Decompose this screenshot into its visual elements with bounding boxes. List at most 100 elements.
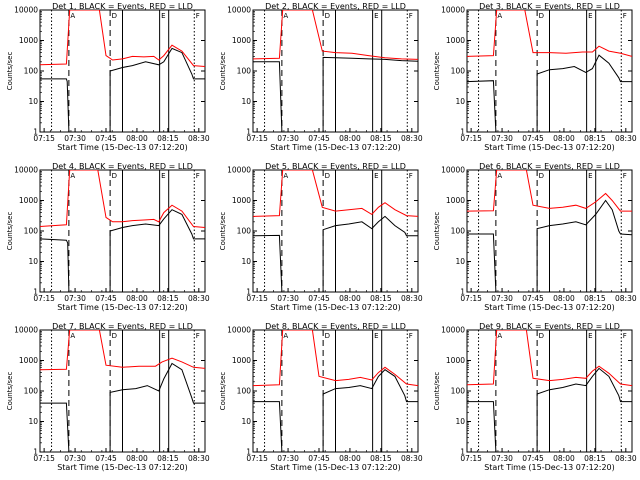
panel-det-7: A D E F 1 10 100 1000 10000 07:15 07:30 07:45 08:00 0…: [6, 322, 210, 472]
y-tick-label: 10: [241, 257, 251, 266]
y-tick-label: 1000: [446, 36, 465, 45]
series-lld-line: [467, 170, 632, 212]
x-tick-label: 07:15: [246, 454, 268, 463]
marker-label-f: F: [196, 332, 200, 340]
marker-label-d: D: [112, 332, 117, 340]
panel-title: Det 3, BLACK = Events, RED = LLD: [479, 2, 620, 11]
panel-det-3: A D E F 1 10 100 1000 10000 07:15 07:30 07:45 08:00 0…: [433, 2, 637, 152]
marker-label-f: F: [623, 172, 627, 180]
marker-label-a: A: [497, 172, 502, 180]
y-axis-label: Counts/sec: [219, 52, 227, 91]
marker-label-f: F: [409, 172, 413, 180]
y-tick-label: 100: [451, 227, 466, 236]
series-events-line: [40, 362, 205, 452]
marker-label-a: A: [70, 12, 75, 20]
y-tick-label: 1000: [446, 356, 465, 365]
y-tick-label: 100: [24, 387, 39, 396]
marker-label-d: D: [325, 332, 330, 340]
x-tick-label: 07:30: [64, 454, 86, 463]
panel-title: Det 5, BLACK = Events, RED = LLD: [265, 162, 406, 171]
y-tick-label: 10000: [14, 326, 38, 335]
x-tick-label: 08:15: [370, 134, 392, 143]
y-tick-label: 100: [237, 387, 252, 396]
series-events-line: [40, 209, 205, 292]
y-tick-label: 10: [455, 257, 465, 266]
marker-label-e: E: [588, 172, 592, 180]
y-tick-label: 100: [451, 387, 466, 396]
series-events-line: [467, 199, 632, 292]
series-events-line: [253, 56, 418, 132]
y-tick-label: 10000: [14, 6, 38, 15]
y-tick-label: 100: [237, 67, 252, 76]
x-tick-label: 08:30: [615, 294, 637, 303]
x-tick-label: 08:30: [615, 134, 637, 143]
series-lld-line: [40, 330, 205, 371]
x-tick-label: 08:30: [401, 134, 423, 143]
x-tick-label: 07:30: [277, 134, 299, 143]
x-tick-label: 07:30: [491, 294, 513, 303]
x-tick-label: 08:15: [584, 134, 606, 143]
y-tick-label: 10: [455, 97, 465, 106]
marker-label-d: D: [539, 12, 544, 20]
marker-label-e: E: [588, 12, 592, 20]
y-axis-label: Counts/sec: [6, 212, 14, 251]
panel-title: Det 8, BLACK = Events, RED = LLD: [265, 322, 406, 331]
y-tick-label: 10000: [441, 326, 465, 335]
panel-title: Det 9, BLACK = Events, RED = LLD: [479, 322, 620, 331]
y-tick-label: 1: [246, 128, 251, 137]
x-axis-label: Start Time (15-Dec-13 07:12:20): [57, 463, 188, 472]
x-axis-label: Start Time (15-Dec-13 07:12:20): [484, 463, 615, 472]
marker-label-a: A: [283, 332, 288, 340]
x-tick-label: 07:45: [308, 134, 330, 143]
y-tick-label: 1000: [232, 196, 251, 205]
y-tick-label: 100: [237, 227, 252, 236]
series-lld-line: [40, 170, 205, 228]
x-tick-label: 08:15: [370, 454, 392, 463]
x-tick-label: 07:45: [308, 294, 330, 303]
panel-title: Det 2, BLACK = Events, RED = LLD: [265, 2, 406, 11]
x-tick-label: 07:45: [95, 294, 117, 303]
y-tick-label: 100: [24, 67, 39, 76]
x-tick-label: 08:00: [553, 134, 575, 143]
marker-label-e: E: [374, 12, 378, 20]
marker-label-a: A: [497, 12, 502, 20]
marker-label-e: E: [588, 332, 592, 340]
x-tick-label: 08:15: [370, 294, 392, 303]
x-axis-label: Start Time (15-Dec-13 07:12:20): [57, 143, 188, 152]
series-lld-line: [467, 10, 632, 57]
y-tick-label: 100: [24, 227, 39, 236]
y-tick-label: 1: [460, 448, 465, 457]
y-axis-label: Counts/sec: [219, 372, 227, 411]
y-axis-label: Counts/sec: [433, 212, 441, 251]
x-tick-label: 07:30: [491, 454, 513, 463]
y-tick-label: 10000: [227, 166, 251, 175]
panel-det-9: A D E F 1 10 100 1000 10000 07:15 07:30 07:45 08:00 0…: [433, 322, 637, 472]
x-tick-label: 08:00: [339, 294, 361, 303]
panel-title: Det 4, BLACK = Events, RED = LLD: [52, 162, 193, 171]
x-tick-label: 07:15: [33, 294, 55, 303]
series-events-line: [467, 367, 632, 452]
y-tick-label: 1: [246, 288, 251, 297]
marker-label-e: E: [161, 332, 165, 340]
x-tick-label: 07:45: [95, 134, 117, 143]
x-tick-label: 07:15: [33, 454, 55, 463]
x-tick-label: 07:45: [522, 294, 544, 303]
x-tick-label: 07:15: [460, 134, 482, 143]
x-tick-label: 07:15: [246, 294, 268, 303]
marker-label-a: A: [497, 332, 502, 340]
x-tick-label: 07:30: [64, 134, 86, 143]
x-tick-label: 08:15: [157, 134, 179, 143]
x-tick-label: 08:30: [188, 134, 210, 143]
marker-label-d: D: [539, 172, 544, 180]
x-axis-label: Start Time (15-Dec-13 07:12:20): [57, 303, 188, 312]
y-tick-label: 10000: [441, 6, 465, 15]
marker-label-f: F: [196, 12, 200, 20]
marker-label-f: F: [409, 332, 413, 340]
x-tick-label: 08:15: [157, 454, 179, 463]
x-tick-label: 08:00: [339, 134, 361, 143]
y-axis-label: Counts/sec: [433, 372, 441, 411]
x-axis-label: Start Time (15-Dec-13 07:12:20): [270, 463, 401, 472]
series-events-line: [253, 215, 418, 292]
series-events-line: [40, 47, 205, 132]
x-tick-label: 08:30: [401, 454, 423, 463]
